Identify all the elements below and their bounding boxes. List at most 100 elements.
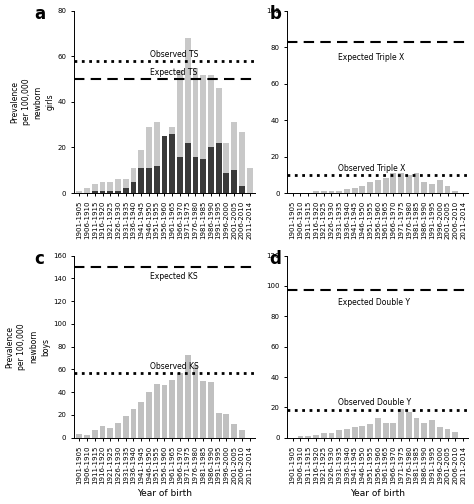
Bar	[216, 413, 221, 438]
Bar	[76, 434, 82, 438]
Text: d: d	[269, 250, 281, 268]
Bar	[162, 152, 167, 193]
Bar	[177, 157, 183, 193]
Bar	[130, 168, 137, 193]
Bar	[84, 188, 90, 193]
Bar	[321, 433, 327, 438]
Bar	[146, 168, 152, 193]
Bar	[383, 178, 389, 193]
Bar	[115, 423, 121, 438]
Bar	[185, 143, 191, 193]
Bar	[352, 427, 357, 438]
X-axis label: Year of birth: Year of birth	[350, 489, 405, 498]
Bar	[344, 190, 350, 193]
Bar	[185, 355, 191, 438]
Bar	[208, 148, 214, 193]
Bar	[421, 182, 427, 193]
Bar	[367, 182, 373, 193]
Text: Observed TS: Observed TS	[150, 50, 198, 58]
Bar	[138, 150, 144, 193]
Bar	[192, 365, 198, 438]
Bar	[313, 435, 319, 438]
X-axis label: Year of birth: Year of birth	[137, 489, 192, 498]
Text: c: c	[34, 250, 44, 268]
Bar	[115, 191, 121, 193]
Y-axis label: Prevalence
per 100,000
newborn
boys: Prevalence per 100,000 newborn boys	[6, 324, 50, 370]
Text: Expected Double Y: Expected Double Y	[338, 298, 410, 307]
Bar	[100, 181, 105, 193]
Bar	[421, 422, 427, 438]
Text: Expected KS: Expected KS	[150, 272, 198, 281]
Bar	[239, 430, 245, 438]
Text: Observed Triple X: Observed Triple X	[338, 164, 405, 173]
Bar	[437, 180, 443, 193]
Bar	[162, 386, 167, 438]
Bar	[200, 381, 206, 438]
Bar	[231, 170, 237, 193]
Bar	[298, 436, 303, 438]
Text: a: a	[34, 6, 45, 23]
Bar	[92, 430, 98, 438]
Text: b: b	[269, 6, 281, 23]
Bar	[138, 168, 144, 193]
Bar	[223, 143, 229, 193]
Bar	[185, 38, 191, 193]
Bar	[216, 88, 221, 193]
Bar	[200, 75, 206, 193]
Bar	[391, 422, 396, 438]
Bar	[107, 191, 113, 193]
Bar	[367, 424, 373, 438]
Bar	[398, 409, 404, 438]
Y-axis label: Prevalence
per 100,000
newborn
girls: Prevalence per 100,000 newborn girls	[10, 79, 55, 125]
Bar	[344, 428, 350, 438]
Bar	[445, 186, 450, 193]
Bar	[200, 159, 206, 193]
Bar	[328, 433, 334, 438]
Bar	[328, 191, 334, 193]
Bar	[169, 134, 175, 193]
Bar	[239, 132, 245, 193]
Bar	[414, 418, 419, 438]
Bar	[130, 409, 137, 438]
Bar	[123, 179, 128, 193]
Bar	[406, 175, 412, 193]
Bar	[383, 422, 389, 438]
Bar	[231, 122, 237, 193]
Bar	[208, 382, 214, 438]
Bar	[100, 426, 105, 438]
Bar	[107, 181, 113, 193]
Bar	[115, 179, 121, 193]
Text: Expected TS: Expected TS	[150, 68, 197, 77]
Bar	[92, 184, 98, 193]
Bar	[359, 186, 365, 193]
Bar	[445, 428, 450, 438]
Bar	[146, 127, 152, 193]
Bar	[177, 373, 183, 438]
Bar	[398, 173, 404, 193]
Text: Observed KS: Observed KS	[150, 361, 199, 370]
Bar	[359, 425, 365, 438]
Bar	[130, 181, 137, 193]
Bar	[76, 191, 82, 193]
Bar	[177, 70, 183, 193]
Bar	[192, 68, 198, 193]
Text: Observed Double Y: Observed Double Y	[338, 398, 411, 407]
Bar	[100, 191, 105, 193]
Bar	[452, 191, 458, 193]
Bar	[208, 75, 214, 193]
Bar	[352, 187, 357, 193]
Bar	[231, 424, 237, 438]
Bar	[192, 157, 198, 193]
Bar	[154, 384, 160, 438]
Bar	[452, 432, 458, 438]
Bar	[84, 435, 90, 438]
Bar	[154, 166, 160, 193]
Bar	[391, 173, 396, 193]
Bar	[246, 168, 253, 193]
Bar	[313, 191, 319, 193]
Bar	[375, 418, 381, 438]
Bar	[336, 430, 342, 438]
Bar	[146, 392, 152, 438]
Text: Expected Triple X: Expected Triple X	[338, 53, 404, 62]
Bar	[437, 427, 443, 438]
